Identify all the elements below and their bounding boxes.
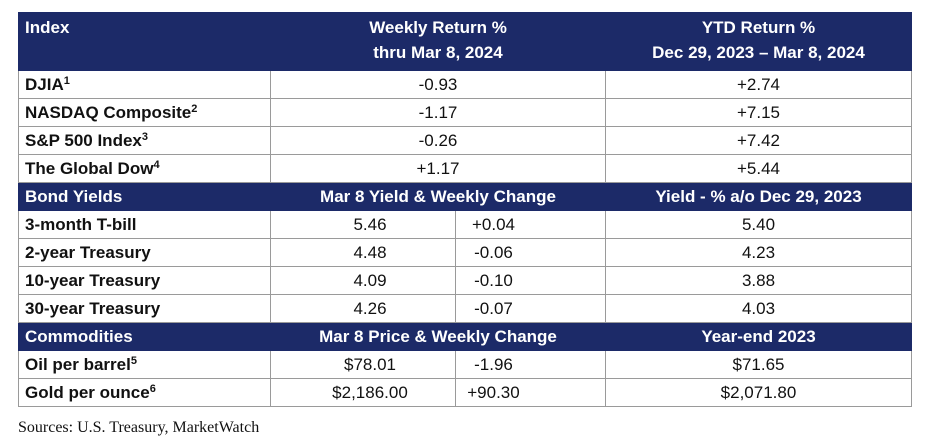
row-label: 2-year Treasury [18, 238, 271, 267]
weekly-change: -1.96 [455, 350, 606, 379]
data-row: 3-month T-bill 5.46 +0.04 5.40 [18, 210, 912, 239]
row-label: S&P 500 Index3 [18, 126, 271, 155]
current-value: $78.01 [270, 350, 456, 379]
weekly-change: -0.07 [455, 294, 606, 323]
source-note: Sources: U.S. Treasury, MarketWatch [18, 419, 260, 436]
weekly-return: -0.26 [270, 126, 606, 155]
row-label: 10-year Treasury [18, 266, 271, 295]
row-label: NASDAQ Composite2 [18, 98, 271, 127]
current-value: 4.26 [270, 294, 456, 323]
data-row: S&P 500 Index3 -0.26 +7.42 [18, 126, 912, 155]
data-row: DJIA1 -0.93 +2.74 [18, 70, 912, 99]
header-row: Bond Yields Mar 8 Yield & Weekly Change Yi… [18, 182, 912, 211]
current-value: $2,186.00 [270, 378, 456, 407]
market-table: Index Weekly Return % thru Mar 8, 2024 YTD … [18, 12, 912, 407]
header-line: Weekly Return % [369, 18, 507, 37]
label-text: 2-year Treasury [25, 242, 151, 262]
weekly-change: +90.30 [455, 378, 606, 407]
header-line: thru Mar 8, 2024 [373, 43, 503, 62]
data-row: Oil per barrel5 $78.01 -1.96 $71.65 [18, 350, 912, 379]
footnote-mark: 6 [149, 382, 156, 395]
weekly-change: -0.06 [455, 238, 606, 267]
data-row: The Global Dow4 +1.17 +5.44 [18, 154, 912, 183]
header-cell: Mar 8 Price & Weekly Change [270, 322, 606, 351]
weekly-change: +0.04 [455, 210, 606, 239]
data-row: 30-year Treasury 4.26 -0.07 4.03 [18, 294, 912, 323]
label-text: 30-year Treasury [25, 298, 161, 318]
row-label: DJIA1 [18, 70, 271, 99]
footnote-mark: 4 [153, 158, 160, 171]
data-row: NASDAQ Composite2 -1.17 +7.15 [18, 98, 912, 127]
label-text: The Global Dow [25, 158, 154, 178]
prior-value: 5.40 [605, 210, 912, 239]
ytd-return: +5.44 [605, 154, 912, 183]
header-cell: Index [18, 12, 271, 71]
weekly-change: -0.10 [455, 266, 606, 295]
current-value: 5.46 [270, 210, 456, 239]
header-cell: Yield - % a/o Dec 29, 2023 [605, 182, 912, 211]
footnote-mark: 3 [141, 130, 148, 143]
data-row: 10-year Treasury 4.09 -0.10 3.88 [18, 266, 912, 295]
prior-value: 4.23 [605, 238, 912, 267]
weekly-return: -1.17 [270, 98, 606, 127]
footnote-mark: 2 [191, 102, 198, 115]
current-value: 4.09 [270, 266, 456, 295]
header-cell: Bond Yields [18, 182, 271, 211]
row-label: Gold per ounce6 [18, 378, 271, 407]
footnote-mark: 5 [130, 354, 137, 367]
prior-value: 3.88 [605, 266, 912, 295]
label-text: Gold per ounce [25, 382, 150, 402]
header-row: Index Weekly Return % thru Mar 8, 2024 YTD … [18, 12, 912, 71]
header-cell: Commodities [18, 322, 271, 351]
label-text: 10-year Treasury [25, 270, 161, 290]
row-label: The Global Dow4 [18, 154, 271, 183]
row-label: 30-year Treasury [18, 294, 271, 323]
label-text: DJIA [25, 74, 64, 94]
label-text: S&P 500 Index [25, 130, 142, 150]
weekly-return: +1.17 [270, 154, 606, 183]
data-row: 2-year Treasury 4.48 -0.06 4.23 [18, 238, 912, 267]
prior-value: 4.03 [605, 294, 912, 323]
footnote-mark: 1 [63, 74, 70, 87]
header-line: Dec 29, 2023 – Mar 8, 2024 [652, 43, 865, 62]
header-cell: Year-end 2023 [605, 322, 912, 351]
ytd-return: +7.42 [605, 126, 912, 155]
prior-value: $71.65 [605, 350, 912, 379]
header-cell: Weekly Return % thru Mar 8, 2024 [270, 12, 606, 71]
header-cell: YTD Return % Dec 29, 2023 – Mar 8, 2024 [605, 12, 912, 71]
data-row: Gold per ounce6 $2,186.00 +90.30 $2,071.80 [18, 378, 912, 407]
header-cell: Mar 8 Yield & Weekly Change [270, 182, 606, 211]
ytd-return: +7.15 [605, 98, 912, 127]
current-value: 4.48 [270, 238, 456, 267]
header-line: YTD Return % [701, 18, 816, 37]
header-row: Commodities Mar 8 Price & Weekly Change Ye… [18, 322, 912, 351]
row-label: 3-month T-bill [18, 210, 271, 239]
label-text: NASDAQ Composite [25, 102, 192, 122]
weekly-return: -0.93 [270, 70, 606, 99]
label-text: Oil per barrel [25, 354, 131, 374]
row-label: Oil per barrel5 [18, 350, 271, 379]
label-text: 3-month T-bill [25, 214, 137, 234]
prior-value: $2,071.80 [605, 378, 912, 407]
ytd-return: +2.74 [605, 70, 912, 99]
